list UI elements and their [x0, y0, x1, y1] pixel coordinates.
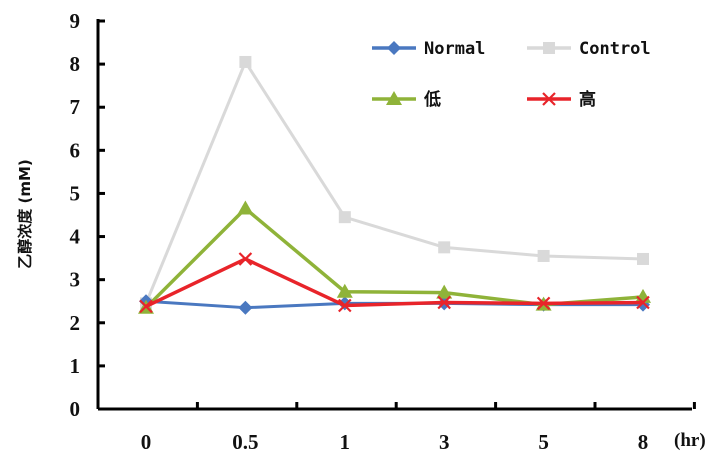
data-point: [338, 298, 352, 313]
x-tick-label: 0.5: [232, 430, 258, 454]
y-tick-label: 4: [70, 225, 81, 249]
data-point: [438, 241, 451, 254]
data-point: [239, 55, 252, 68]
data-point: [537, 249, 550, 262]
data-point: [637, 252, 649, 265]
legend-entry: Control: [527, 39, 651, 59]
x-axis-ticks: 0 0.5 1 3 5 8: [141, 402, 696, 454]
x-tick-label: 1: [340, 430, 351, 454]
y-tick-label: 0: [70, 397, 81, 421]
series-3: [139, 252, 650, 314]
y-axis-ticks: 0 1 2 3 4 5 6 7 8 9: [70, 9, 105, 421]
data-point: [338, 211, 351, 224]
x-tick-label: 8: [638, 430, 649, 454]
legend-entry: 低: [372, 89, 441, 110]
y-tick-label: 3: [70, 268, 81, 292]
data-point: [542, 92, 556, 106]
data-point: [536, 296, 551, 311]
data-point: [437, 295, 451, 310]
series-line: [144, 60, 644, 304]
y-tick-label: 7: [70, 95, 81, 119]
x-axis-unit: (hr): [674, 430, 706, 451]
y-tick-label: 2: [70, 311, 81, 335]
legend-label: Normal: [424, 39, 485, 59]
legend-label: Control: [579, 39, 651, 59]
data-point: [238, 300, 253, 315]
y-tick-label: 1: [70, 354, 81, 378]
data-point: [636, 295, 650, 310]
y-tick-label: 8: [70, 52, 81, 76]
y-tick-label: 9: [70, 9, 81, 33]
legend-label: 高: [579, 89, 596, 110]
data-point: [238, 252, 253, 266]
data-point: [336, 283, 353, 298]
legend: Normal Control 低 高: [372, 39, 651, 110]
data-point: [387, 41, 401, 55]
legend-label: 低: [423, 89, 441, 110]
x-tick-label: 3: [439, 430, 450, 454]
x-tick-label: 0: [141, 430, 152, 454]
data-point: [139, 299, 153, 314]
x-tick-label: 5: [538, 430, 549, 454]
legend-entry: Normal: [372, 39, 485, 59]
data-point: [543, 42, 555, 54]
data-point: [386, 91, 402, 105]
y-tick-label: 6: [70, 138, 81, 162]
y-tick-label: 5: [70, 181, 81, 205]
series-line: [145, 257, 644, 308]
axes: [96, 19, 692, 411]
data-point: [237, 200, 254, 215]
legend-entry: 高: [527, 89, 596, 110]
series-group: [138, 55, 651, 315]
y-axis-label: 乙醇浓度 (mM): [16, 159, 34, 269]
data-point: [436, 284, 453, 299]
